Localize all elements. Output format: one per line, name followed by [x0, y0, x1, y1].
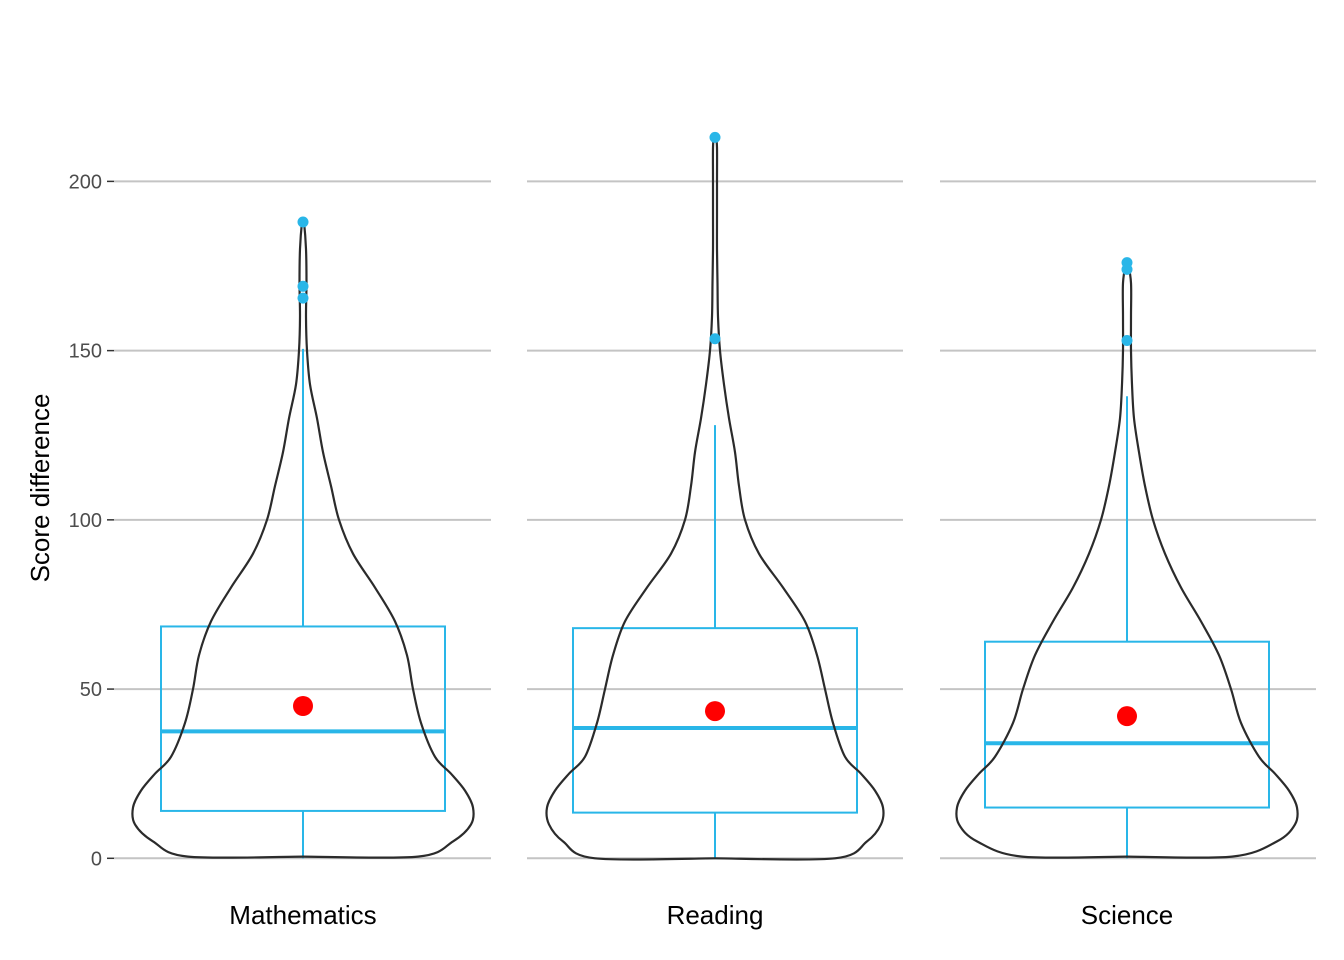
outlier-point: [297, 280, 309, 292]
mean-point: [1117, 706, 1137, 727]
y-tick-label: 150: [69, 341, 102, 363]
box: [572, 627, 858, 814]
panels: Mathematics Reading Science: [114, 131, 1316, 930]
panel-reading: Reading: [527, 131, 903, 930]
outlier-point: [1121, 263, 1133, 275]
mean-point: [705, 701, 725, 722]
outlier-point: [1121, 334, 1133, 346]
y-tick-label: 200: [69, 171, 102, 193]
x-category-label: Mathematics: [229, 900, 376, 930]
box: [984, 640, 1270, 809]
mean-point: [293, 696, 313, 716]
x-category-label: Reading: [667, 900, 764, 930]
y-tick-label: 50: [80, 679, 102, 701]
outlier-point: [297, 216, 309, 228]
panel-science: Science: [940, 180, 1316, 930]
outlier-point: [297, 292, 309, 304]
box: [160, 625, 446, 812]
y-tick-label: 100: [69, 510, 102, 532]
panel-mathematics: Mathematics: [114, 180, 491, 930]
y-axis: 0 50 100 150 200: [69, 171, 114, 870]
y-tick-label: 0: [91, 848, 102, 870]
x-category-label: Science: [1081, 900, 1174, 930]
outlier-point: [709, 333, 721, 345]
y-axis-title: Score difference: [25, 394, 55, 583]
outlier-point: [709, 131, 721, 143]
